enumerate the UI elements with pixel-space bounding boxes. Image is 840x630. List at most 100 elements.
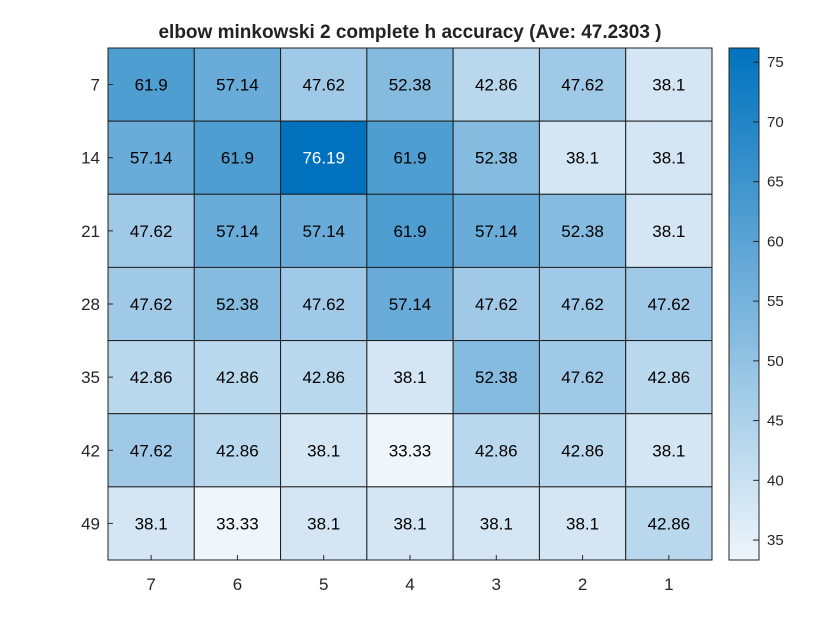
cell-value-label: 38.1 (480, 514, 513, 533)
cell-value-label: 38.1 (566, 149, 599, 168)
x-tick-label: 2 (578, 575, 587, 594)
cell-value-label: 47.62 (130, 441, 173, 460)
cell-value-label: 38.1 (652, 222, 685, 241)
heatmap-cell (625, 120, 713, 195)
heatmap-cell (452, 120, 540, 195)
cell-value-label: 38.1 (393, 514, 426, 533)
cell-value-label: 47.62 (475, 295, 518, 314)
heatmap-cell (366, 413, 454, 488)
heatmap-cell (625, 413, 713, 488)
cell-value-label: 42.86 (475, 441, 518, 460)
cell-value-label: 57.14 (389, 295, 432, 314)
y-tick-label: 42 (81, 441, 100, 460)
cell-value-label: 38.1 (307, 441, 340, 460)
cell-value-label: 38.1 (652, 76, 685, 95)
heatmap-cell (107, 47, 195, 122)
heatmap-cell (280, 193, 368, 268)
heatmap-cell (280, 340, 368, 415)
colorbar-tick-label: 70 (767, 114, 784, 131)
cell-value-label: 42.86 (475, 76, 518, 95)
cell-value-label: 61.9 (135, 76, 168, 95)
heatmap-cell (366, 266, 454, 342)
x-tick-label: 5 (319, 575, 328, 594)
heatmap-cell (625, 340, 713, 415)
x-tick-label: 7 (146, 575, 155, 594)
cell-value-label: 38.1 (566, 514, 599, 533)
y-tick-label: 21 (81, 222, 100, 241)
heatmap-cell (280, 486, 368, 561)
colorbar-tick-label: 50 (767, 353, 784, 370)
heatmap-cell (193, 413, 282, 488)
heatmap-cell (538, 47, 627, 122)
cell-value-label: 61.9 (221, 149, 254, 168)
cell-value-label: 76.19 (302, 149, 345, 168)
cell-value-label: 38.1 (652, 441, 685, 460)
cell-value-label: 33.33 (216, 514, 259, 533)
cell-value-label: 47.62 (561, 295, 604, 314)
cell-value-label: 47.62 (130, 295, 173, 314)
y-axis-ticks: 7 14 21 28 35 42 49 (81, 76, 113, 533)
cell-value-label: 42.86 (130, 368, 173, 387)
cell-value-label: 47.62 (130, 222, 173, 241)
heatmap-cell (107, 413, 195, 488)
heatmap-cell (280, 47, 368, 122)
x-tick-label: 1 (664, 575, 673, 594)
y-tick-label: 35 (81, 368, 100, 387)
heatmap-cell (366, 47, 454, 122)
heatmap-cell (538, 120, 627, 195)
chart-title: elbow minkowski 2 complete h accuracy (A… (158, 22, 661, 43)
colorbar-tick-label: 35 (767, 532, 784, 549)
heatmap-cell (452, 413, 540, 488)
cell-value-label: 42.86 (561, 441, 604, 460)
cell-value-label: 57.14 (216, 222, 259, 241)
heatmap-cell (625, 266, 713, 342)
cell-value-label: 52.38 (475, 149, 518, 168)
cell-value-label: 57.14 (302, 222, 345, 241)
colorbar: 35 40 45 50 55 60 65 70 75 (728, 47, 784, 561)
colorbar-tick-label: 60 (767, 233, 784, 250)
x-tick-label: 6 (233, 575, 242, 594)
heatmap-cell (452, 47, 540, 122)
cell-value-label: 47.62 (302, 295, 345, 314)
cell-value-label: 47.62 (561, 76, 604, 95)
cell-value-label: 38.1 (307, 514, 340, 533)
x-tick-label: 3 (492, 575, 501, 594)
heatmap-cell (107, 486, 195, 561)
cell-value-label: 57.14 (216, 76, 259, 95)
heatmap-cell (107, 266, 195, 342)
y-tick-label: 14 (81, 149, 100, 168)
colorbar-tick-label: 40 (767, 472, 784, 489)
heatmap-cell (452, 193, 540, 268)
heatmap-cell (625, 486, 713, 561)
colorbar-tick-label: 55 (767, 293, 784, 310)
x-tick-label: 4 (405, 575, 414, 594)
heatmap-cell (625, 193, 713, 268)
cell-value-label: 57.14 (130, 149, 173, 168)
heatmap-cell (193, 47, 282, 122)
heatmap-cell (107, 340, 195, 415)
cell-value-label: 42.86 (216, 441, 259, 460)
cell-value-label: 61.9 (393, 149, 426, 168)
cell-value-label: 52.38 (216, 295, 259, 314)
heatmap-cell (366, 193, 454, 268)
colorbar-tick-label: 65 (767, 174, 784, 191)
heatmap-cell (193, 193, 282, 268)
cell-value-label: 47.62 (648, 295, 691, 314)
cell-value-label: 52.38 (475, 368, 518, 387)
cell-value-label: 38.1 (393, 368, 426, 387)
cell-value-label: 42.86 (302, 368, 345, 387)
y-tick-label: 28 (81, 295, 100, 314)
heatmap-cell (193, 266, 282, 342)
cell-value-label: 52.38 (389, 76, 432, 95)
heatmap-cell (538, 266, 627, 342)
colorbar-gradient (728, 47, 760, 561)
heatmap-cell (538, 486, 627, 561)
heatmap-cell (280, 120, 368, 195)
y-tick-label: 7 (91, 76, 100, 95)
y-tick-label: 49 (81, 514, 100, 533)
cell-value-label: 57.14 (475, 222, 518, 241)
cell-value-label: 42.86 (648, 514, 691, 533)
cell-value-label: 61.9 (393, 222, 426, 241)
heatmap-cell (452, 486, 540, 561)
